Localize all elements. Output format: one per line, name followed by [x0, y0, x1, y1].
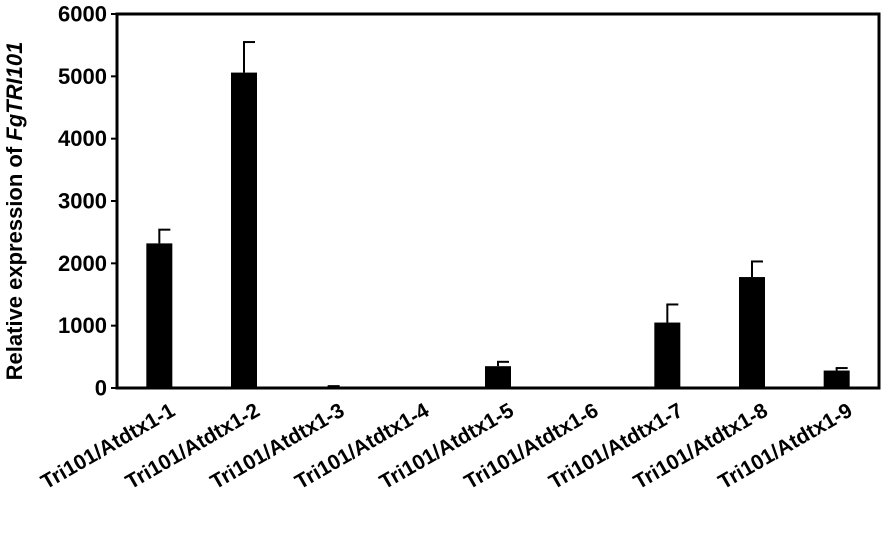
x-axis: Tri101/Atdtx1-1Tri101/Atdtx1-2Tri101/Atd… [37, 399, 856, 494]
y-axis: 0 1000 2000 3000 4000 5000 6000 [58, 2, 117, 401]
bar-5 [485, 366, 511, 388]
y-axis-title-prefix: Relative expression of [2, 141, 27, 381]
y-tick-label: 3000 [58, 189, 107, 214]
bar-8 [739, 277, 765, 388]
y-axis-title-gene: FgTRI101 [2, 42, 27, 141]
y-tick-label: 0 [95, 376, 107, 401]
bar-1 [146, 243, 173, 388]
bar-2 [231, 72, 257, 389]
bar-9 [823, 370, 850, 388]
y-tick-label: 6000 [58, 2, 107, 27]
bar-7 [654, 322, 681, 388]
bars-layer [146, 72, 850, 389]
error-bars-layer [158, 41, 848, 388]
y-tick-label: 1000 [58, 313, 107, 338]
y-axis-title: Relative expression of FgTRI101 [2, 42, 27, 381]
y-tick-label: 5000 [58, 64, 107, 89]
y-tick-label: 2000 [58, 251, 107, 276]
y-tick-label: 4000 [58, 126, 107, 151]
